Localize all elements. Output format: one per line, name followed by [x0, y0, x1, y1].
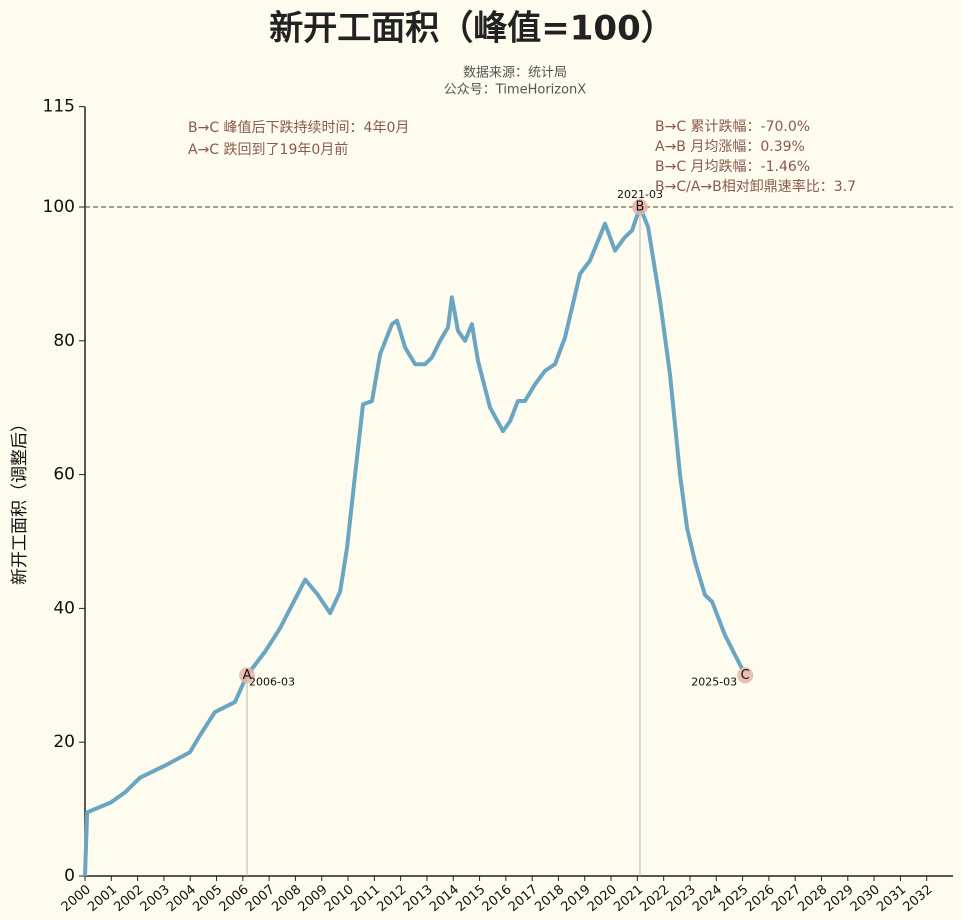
point-name: A [243, 668, 252, 683]
point-marker [737, 667, 754, 684]
point-marker [239, 667, 256, 684]
subtitle: 公众号：TimeHorizonX [444, 83, 587, 98]
annotation: B→C 峰值后下跌持续时间：4年0月 [188, 119, 409, 136]
y-tick-label: 0 [64, 866, 75, 886]
annotation: B→C 月均跌幅：-1.46% [655, 159, 810, 175]
annotation: B→C 累计跌幅：-70.0% [655, 119, 810, 135]
y-tick-label: 60 [53, 465, 75, 485]
point-marker [631, 199, 648, 215]
y-tick-label: 100 [43, 197, 75, 217]
y-tick-label: 20 [53, 732, 75, 752]
point-date: 2006-03 [249, 675, 295, 688]
y-tick-label: 80 [53, 331, 75, 351]
point-name: B [636, 200, 645, 215]
point-date: 2021-03 [617, 188, 663, 201]
subtitle: 数据来源：统计局 [463, 66, 567, 81]
y-tick-label: 115 [43, 97, 75, 117]
y-axis-label: 新开工面积（调整后） [10, 415, 30, 585]
annotation: A→B 月均涨幅：0.39% [655, 139, 805, 155]
y-tick-label: 40 [53, 598, 75, 618]
annotation: A→C 跌回到了19年0月前 [188, 141, 348, 158]
annotation: B→C/A→B相对卸鼎速率比：3.7 [655, 178, 856, 195]
point-date: 2025-03 [691, 675, 737, 688]
point-name: C [741, 668, 750, 683]
chart-title: 新开工面积（峰值=100） [269, 9, 674, 49]
